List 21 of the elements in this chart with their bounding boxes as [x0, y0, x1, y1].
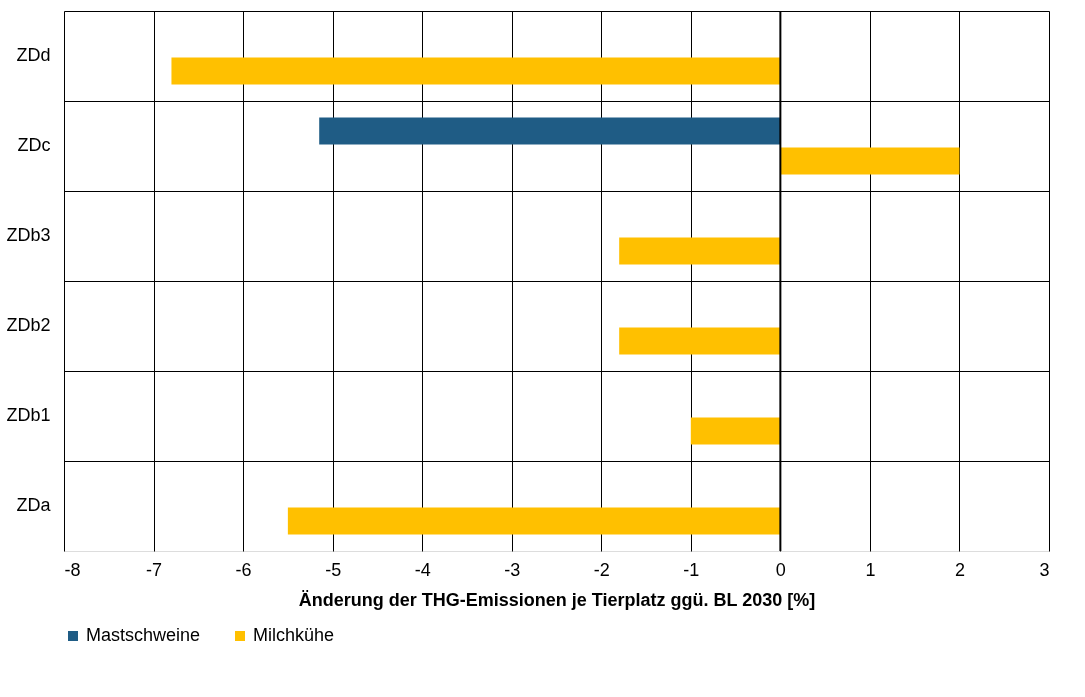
x-tick-label: -7 [146, 559, 163, 580]
x-tick-label: -1 [683, 559, 700, 580]
y-tick-label: ZDd [16, 45, 51, 65]
x-tick-label: 1 [865, 559, 876, 580]
x-tick-label: -4 [414, 559, 431, 580]
x-tick-label: -6 [235, 559, 252, 580]
x-tick-label: -2 [593, 559, 610, 580]
x-tick-label: -5 [325, 559, 342, 580]
x-tick-label: 3 [1039, 559, 1050, 580]
x-tick-label: -3 [504, 559, 521, 580]
legend-label: Mastschweine [86, 625, 201, 645]
x-tick-label: 2 [954, 559, 965, 580]
x-tick-label: -8 [64, 559, 81, 580]
y-tick-label: ZDb1 [6, 405, 51, 425]
legend-label: Milchkühe [253, 625, 335, 645]
x-axis-title: Änderung der THG-Emissionen je Tierplatz ggü. BL 2030 [%] [298, 589, 816, 610]
x-tick-label: 0 [775, 559, 786, 580]
y-tick-label: ZDc [17, 135, 51, 155]
y-tick-label: ZDa [16, 495, 52, 515]
y-tick-label: ZDb3 [6, 225, 51, 245]
y-tick-label: ZDb2 [6, 315, 51, 335]
